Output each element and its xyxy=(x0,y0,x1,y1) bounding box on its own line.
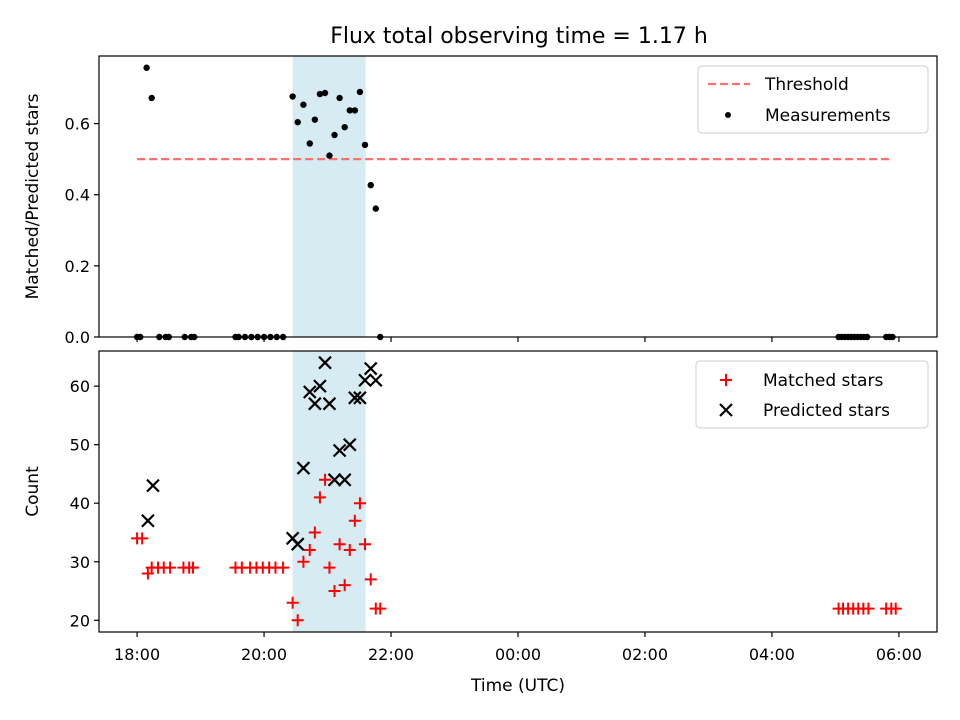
predicted-star-point xyxy=(342,437,357,452)
measurement-point xyxy=(356,88,364,96)
matched-star-point xyxy=(889,602,902,615)
measurement-point xyxy=(289,93,296,100)
matched-star-point xyxy=(338,579,351,592)
matched-star-point xyxy=(348,514,361,527)
y-tick-label: 20 xyxy=(70,611,90,630)
predicted-star-point xyxy=(313,379,327,393)
measurement-point xyxy=(367,181,374,189)
matched-star-point xyxy=(313,491,326,504)
measurement-point xyxy=(372,205,379,212)
x-tick-label: 22:00 xyxy=(368,645,414,664)
predicted-star-point xyxy=(322,396,337,411)
y-tick-label: 50 xyxy=(70,436,90,455)
matched-star-point xyxy=(374,602,387,615)
matched-star-point xyxy=(291,614,304,627)
predicted-star-point xyxy=(358,373,372,388)
y-tick-label: 40 xyxy=(70,494,90,513)
y-tick-label: 0.6 xyxy=(65,115,90,134)
predicted-star-point xyxy=(353,391,367,405)
x-tick-label: 20:00 xyxy=(241,645,287,664)
measurement-point xyxy=(143,64,150,71)
predicted-star-point xyxy=(302,385,317,399)
matched-star-point xyxy=(308,526,321,539)
matched-star-point xyxy=(136,532,149,545)
y-tick-label: 0.2 xyxy=(65,257,90,276)
measurement-point xyxy=(316,90,324,98)
matched-star-point xyxy=(303,544,316,557)
predicted-star-point xyxy=(318,355,332,370)
x-tick-label: 18:00 xyxy=(114,645,160,664)
matched-star-point xyxy=(277,561,290,574)
legend-box xyxy=(695,360,929,429)
matched-star-point xyxy=(328,585,341,598)
matched-star-point xyxy=(364,573,377,586)
matched-star-point xyxy=(343,544,356,557)
predicted-star-point xyxy=(308,396,322,411)
highlight-span xyxy=(292,56,366,337)
predicted-star-point xyxy=(332,443,347,458)
legend-matched-label: Matched stars xyxy=(763,371,883,391)
matched-star-point xyxy=(323,561,336,574)
bottom-panel: 20 30 40 50 60 18:00 20:00 22:00 00:00 02:00 04:00… xyxy=(23,350,938,696)
predicted-star-point xyxy=(146,478,160,493)
legend-threshold-label: Threshold xyxy=(764,75,849,95)
measurement-point xyxy=(351,107,359,114)
x-axis-label: Time (UTC) xyxy=(470,676,565,696)
measurement-point xyxy=(361,141,369,149)
matched-star-point xyxy=(333,538,346,551)
legend-predicted-swatch xyxy=(719,403,733,417)
measurement-point xyxy=(346,107,353,114)
measurement-point xyxy=(306,140,313,147)
measurement-point xyxy=(341,123,348,131)
measurement-point xyxy=(294,118,301,126)
matched-star-point xyxy=(359,538,372,551)
matched-star-point xyxy=(319,473,332,486)
x-tick-label: 04:00 xyxy=(749,645,795,664)
matched-star-point xyxy=(186,561,199,574)
legend-matched-swatch xyxy=(720,374,732,386)
predicted-star-point xyxy=(369,373,383,388)
y-axis-label: Count xyxy=(23,466,43,517)
matched-star-point xyxy=(353,497,366,510)
measurement-point xyxy=(300,101,307,108)
measurement-point xyxy=(321,89,329,97)
x-tick-label: 02:00 xyxy=(622,645,668,664)
legend: Threshold Measurements xyxy=(697,65,929,134)
top-panel: 0.0 0.2 0.4 0.6 Matched/Predicted stars Thres… xyxy=(23,55,938,347)
legend-box xyxy=(697,65,929,134)
x-tick-label: 06:00 xyxy=(876,645,922,664)
predicted-star-point xyxy=(348,391,362,405)
y-tick-label: 0.0 xyxy=(65,328,90,347)
matched-star-point xyxy=(164,561,177,574)
measurement-point xyxy=(326,152,333,159)
legend-predicted-label: Predicted stars xyxy=(763,401,890,421)
matched-star-point xyxy=(286,596,299,609)
legend: Matched stars Predicted stars xyxy=(695,360,929,429)
y-tick-label: 0.4 xyxy=(65,186,90,205)
y-tick-label: 30 xyxy=(70,553,90,572)
measurement-point xyxy=(331,131,338,139)
predicted-star-point xyxy=(363,361,378,376)
measurement-point xyxy=(311,116,319,123)
matched-star-point xyxy=(862,602,875,615)
y-axis-label: Matched/Predicted stars xyxy=(23,93,43,299)
predicted-star-point xyxy=(327,473,342,487)
predicted-star-point xyxy=(337,473,352,487)
predicted-star-point xyxy=(141,513,155,528)
measurement-point xyxy=(336,94,343,102)
predicted-star-point xyxy=(296,461,311,475)
measurement-point xyxy=(148,94,155,102)
x-tick-label: 00:00 xyxy=(495,645,541,664)
y-tick-label: 60 xyxy=(70,377,90,396)
legend-measurements-swatch xyxy=(725,112,731,118)
predicted-star-point xyxy=(290,537,305,551)
chart-title: Flux total observing time = 1.17 h xyxy=(330,24,708,49)
matched-star-point xyxy=(297,555,310,568)
legend-measurements-label: Measurements xyxy=(765,106,891,126)
